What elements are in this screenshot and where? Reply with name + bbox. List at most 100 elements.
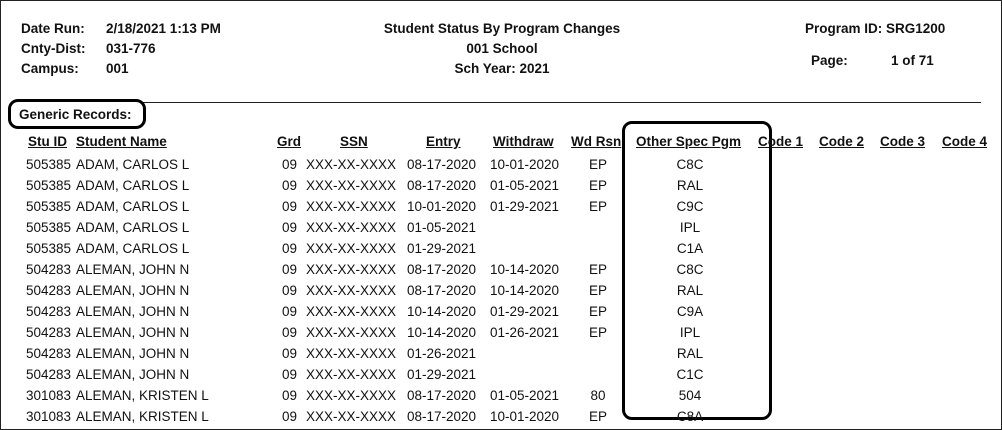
table-cell: XXX-XX-XXXX [306,367,397,382]
table-cell: ADAM, CARLOS L [76,199,190,214]
table-cell: IPL [679,220,701,235]
table-cell: 504283 [25,283,71,298]
table-cell: 09 [282,304,298,319]
table-cell: 505385 [25,241,71,256]
column-header: Entry [426,134,461,149]
table-cell: ALEMAN, JOHN N [76,367,190,382]
table-cell: XXX-XX-XXXX [306,220,397,235]
table-cell: ADAM, CARLOS L [76,178,190,193]
column-header: Code 1 [758,134,804,149]
table-cell: C9A [676,304,704,319]
page-value: 1 of 71 [891,53,934,68]
column-header: Code 2 [819,134,865,149]
table-cell: 08-17-2020 [407,178,477,193]
table-cell: C8C [676,262,704,277]
table-cell: XXX-XX-XXXX [306,325,397,340]
table-cell: C9C [676,199,704,214]
table-cell: 09 [282,220,298,235]
table-cell: ALEMAN, JOHN N [76,304,190,319]
table-cell: 01-26-2021 [407,346,477,361]
table-cell: RAL [676,283,704,298]
table-cell: XXX-XX-XXXX [306,199,397,214]
table-cell: 09 [282,262,298,277]
section-title: Generic Records: [19,107,132,122]
table-cell: XXX-XX-XXXX [306,388,397,403]
table-cell: 504 [678,388,702,403]
table-cell: 09 [282,241,298,256]
table-cell: EP [588,304,608,319]
column-header: Stu ID [28,134,67,149]
header-label: Date Run: [21,21,85,36]
table-cell: 08-17-2020 [407,157,477,172]
table-cell: 301083 [25,388,71,403]
highlight-ring [622,121,772,420]
table-cell: 08-17-2020 [407,283,477,298]
table-cell: 09 [282,388,298,403]
table-cell: 01-29-2021 [407,241,477,256]
table-cell: 09 [282,157,298,172]
table-cell: 09 [282,283,298,298]
program-id: Program ID: SRG1200 [805,21,946,36]
table-cell: XXX-XX-XXXX [306,262,397,277]
column-header: Code 3 [880,134,926,149]
report-title: Student Status By Program Changes [383,21,621,36]
table-cell: 504283 [25,367,71,382]
table-cell: C1C [676,367,704,382]
table-cell: ADAM, CARLOS L [76,241,190,256]
table-cell: ALEMAN, JOHN N [76,325,190,340]
table-cell: 01-29-2021 [490,304,560,319]
table-cell: EP [588,409,608,424]
header-label: Cnty-Dist: [21,41,86,56]
table-cell: XXX-XX-XXXX [306,304,397,319]
table-cell: C8C [676,157,704,172]
table-cell: 09 [282,367,298,382]
column-header: SSN [340,134,368,149]
column-header: Student Name [76,134,167,149]
table-cell: EP [588,157,608,172]
table-cell: 10-14-2020 [407,325,477,340]
table-cell: 505385 [25,199,71,214]
column-header: Wd Rsn [571,134,622,149]
highlight-ring [8,99,146,129]
table-cell: 01-29-2021 [407,367,477,382]
table-cell: EP [588,199,608,214]
table-cell: RAL [676,178,704,193]
table-cell: ADAM, CARLOS L [76,220,190,235]
table-cell: XXX-XX-XXXX [306,178,397,193]
table-cell: 01-26-2021 [490,325,560,340]
table-cell: 80 [590,388,606,403]
table-cell: EP [588,283,608,298]
table-cell: ALEMAN, KRISTEN L [76,409,209,424]
column-header: Other Spec Pgm [636,134,742,149]
table-cell: 08-17-2020 [407,388,477,403]
table-cell: XXX-XX-XXXX [306,241,397,256]
table-cell: ALEMAN, JOHN N [76,262,190,277]
table-cell: XXX-XX-XXXX [306,157,397,172]
table-cell: 504283 [25,304,71,319]
table-cell: 505385 [25,178,71,193]
table-cell: IPL [679,325,701,340]
column-header: Withdraw [493,134,554,149]
table-cell: 10-14-2020 [407,304,477,319]
table-cell: C1A [676,241,704,256]
table-cell: 301083 [25,409,71,424]
table-cell: 09 [282,178,298,193]
table-cell: 09 [282,346,298,361]
table-cell: 08-17-2020 [407,262,477,277]
table-cell: 504283 [25,346,71,361]
table-cell: 504283 [25,262,71,277]
column-header: Grd [277,134,302,149]
table-cell: EP [588,325,608,340]
table-cell: EP [588,178,608,193]
table-cell: ALEMAN, JOHN N [76,346,190,361]
table-cell: 01-29-2021 [490,199,560,214]
table-cell: 10-01-2020 [407,199,477,214]
header-value: 2/18/2021 1:13 PM [106,21,221,36]
page-label: Page: [811,53,848,68]
table-cell: 504283 [25,325,71,340]
table-cell: XXX-XX-XXXX [306,409,397,424]
table-cell: 08-17-2020 [407,409,477,424]
table-cell: EP [588,262,608,277]
table-cell: 10-01-2020 [490,409,560,424]
table-cell: 10-14-2020 [490,262,560,277]
